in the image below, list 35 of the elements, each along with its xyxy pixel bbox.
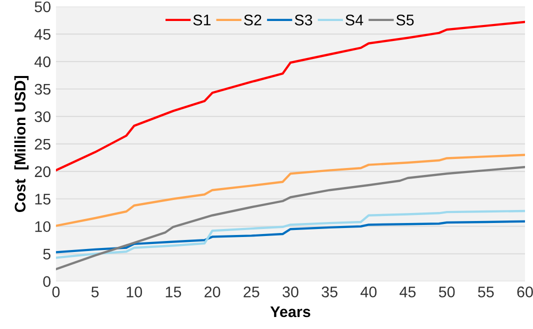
y-tick-label: 25 [34,138,50,150]
x-tick-label: 35 [322,286,338,298]
y-tick-label: 45 [34,29,50,40]
legend-label: S4 [346,14,364,26]
x-tick-label: 50 [438,286,455,298]
y-axis-title: Cost [Million USD] [14,76,29,212]
x-tick-label: 30 [282,286,298,298]
legend-label: S5 [396,14,414,26]
line-series [56,154,526,227]
x-tick-label: 10 [126,286,142,298]
y-tick-label: 20 [34,166,51,178]
x-tick-label: 15 [166,286,182,298]
y-tick-label: 40 [34,56,51,68]
legend-label: S1 [193,14,211,26]
x-tick-label: 55 [478,286,494,298]
y-tick-label: 30 [34,111,51,122]
x-tick-label: 25 [244,286,260,298]
y-tick-label: 15 [35,194,50,205]
x-tick-label: 60 [517,286,533,298]
line-series [56,210,526,259]
line-series [56,220,526,254]
x-tick-label: 45 [400,286,416,298]
line-series [56,166,526,270]
x-tick-label: 40 [360,286,377,298]
legend-label: S2 [244,14,262,26]
y-tick-label: 35 [34,84,50,95]
legend-label: S3 [294,14,312,26]
y-tick-label: 50 [34,1,51,12]
x-tick-label: 5 [91,286,99,298]
x-tick-label: 0 [52,286,60,298]
x-axis-title: Years [270,306,310,318]
y-tick-label: 0 [43,276,51,287]
y-tick-label: 5 [43,248,50,260]
x-tick-label: 20 [204,286,220,298]
y-tick-label: 10 [35,221,51,232]
